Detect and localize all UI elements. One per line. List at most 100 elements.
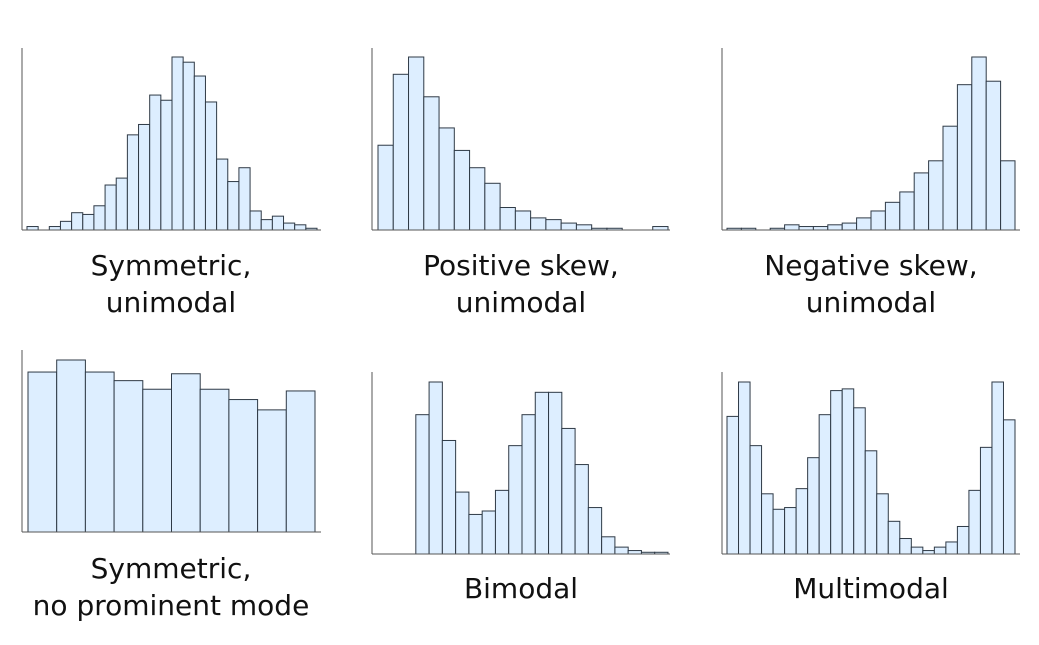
- histogram-bar: [530, 217, 547, 231]
- histogram-bar: [968, 489, 981, 555]
- panel-caption-line-2: unimodal: [106, 286, 236, 319]
- histogram-bar: [818, 414, 832, 555]
- histogram-bar: [971, 56, 987, 231]
- histogram-bar: [784, 507, 797, 555]
- panel-positive-skew-unimodal: Positive skew, unimodal: [371, 48, 670, 319]
- histogram-bar: [160, 99, 173, 231]
- histogram-bar: [228, 399, 259, 533]
- panel-caption: Multimodal: [793, 572, 949, 605]
- histogram-bar: [71, 212, 84, 231]
- histogram-bar: [227, 181, 240, 231]
- histogram-bar: [956, 525, 970, 555]
- histogram-bar: [428, 381, 443, 555]
- panel-caption-line-1: Symmetric,: [91, 552, 252, 585]
- histogram-bar: [899, 538, 912, 555]
- histogram-bar: [933, 546, 947, 555]
- panel-caption: Bimodal: [464, 572, 578, 605]
- histogram-bar: [560, 222, 577, 231]
- histogram-bar: [199, 388, 230, 533]
- histogram-bar: [438, 127, 455, 231]
- histogram-bar: [534, 391, 550, 555]
- panel-symmetric-no-prominent-mode: Symmetric, no prominent mode: [21, 350, 321, 622]
- panel-bimodal: Bimodal: [371, 372, 670, 605]
- histogram-bar: [56, 359, 86, 533]
- histogram-bar: [726, 415, 740, 555]
- histogram-bar: [827, 224, 843, 231]
- histogram-bars: [377, 56, 669, 231]
- histogram-bar: [138, 123, 151, 231]
- histogram-bar: [499, 207, 516, 231]
- histogram-bar: [853, 407, 866, 555]
- panel-caption-line-2: no prominent mode: [33, 589, 310, 622]
- histogram-bar: [1002, 419, 1016, 555]
- histogram-bar: [238, 167, 251, 231]
- histogram-bar: [561, 427, 576, 555]
- panel-symmetric-unimodal: Symmetric, unimodal: [21, 48, 321, 319]
- histogram-bar: [761, 493, 774, 555]
- histogram-bar: [652, 226, 669, 231]
- histogram-bar: [469, 167, 486, 231]
- histogram-bar: [142, 388, 173, 533]
- histogram-bar: [587, 507, 603, 555]
- histogram-bar: [27, 371, 58, 533]
- histogram-bar: [26, 226, 39, 231]
- histogram-bar: [910, 546, 924, 555]
- histogram-bar: [945, 541, 958, 555]
- panel-caption-line-2: unimodal: [456, 286, 586, 319]
- histogram-bar: [283, 222, 296, 231]
- histogram-bar: [113, 380, 144, 533]
- histogram-bar: [48, 226, 61, 231]
- histogram-bar: [216, 158, 229, 231]
- histogram-bar: [392, 73, 410, 231]
- histogram-bar: [812, 226, 829, 231]
- histogram-bar: [182, 61, 195, 231]
- panel-negative-skew-unimodal: Negative skew, unimodal: [721, 48, 1020, 319]
- histogram-bar: [856, 217, 872, 231]
- histogram-bar: [521, 414, 536, 555]
- panel-caption-line-1: Positive skew,: [423, 249, 619, 282]
- histogram-bar: [484, 182, 501, 231]
- histogram-bar: [257, 409, 287, 533]
- histogram-bar: [59, 220, 73, 231]
- histogram-bar: [784, 224, 800, 231]
- histogram-bar: [104, 184, 117, 231]
- histogram-bars: [26, 56, 318, 231]
- histogram-bar: [115, 177, 128, 231]
- panel-caption-line-2: unimodal: [806, 286, 936, 319]
- panel-caption-line-1: Negative skew,: [764, 249, 977, 282]
- histogram-bar: [1000, 160, 1016, 231]
- histogram-bar: [126, 134, 140, 231]
- histogram-bar: [441, 439, 457, 555]
- histogram-bar: [575, 224, 593, 231]
- histogram-bar: [171, 373, 201, 533]
- histogram-bar: [887, 520, 901, 555]
- histogram-bar: [271, 215, 285, 231]
- histogram-bar: [627, 550, 642, 555]
- histogram-bar: [171, 56, 184, 231]
- histogram-bar: [749, 445, 763, 555]
- histogram-bar: [876, 493, 889, 555]
- histogram-bar: [149, 94, 162, 231]
- histogram-bars: [726, 381, 1016, 555]
- histogram-bar: [795, 488, 809, 555]
- histogram-bar: [453, 149, 471, 231]
- histogram-bars: [27, 359, 316, 533]
- histogram-bar: [204, 101, 218, 231]
- histogram-bar: [738, 381, 751, 555]
- histogram-bar: [508, 445, 523, 555]
- histogram-bar: [423, 96, 440, 231]
- histogram-bar: [82, 213, 95, 231]
- histogram-bar: [514, 210, 532, 231]
- histogram-bar: [294, 224, 307, 231]
- histogram-bar: [545, 219, 562, 231]
- histogram-bar: [942, 125, 958, 231]
- histogram-bar: [285, 390, 316, 533]
- histogram-bar: [841, 222, 858, 231]
- histogram-bar: [772, 508, 786, 555]
- histogram-bar: [899, 191, 915, 231]
- histogram-bars: [415, 381, 669, 555]
- histogram-bar: [913, 172, 930, 231]
- histogram-bar: [614, 546, 629, 555]
- histogram-bar: [956, 84, 973, 231]
